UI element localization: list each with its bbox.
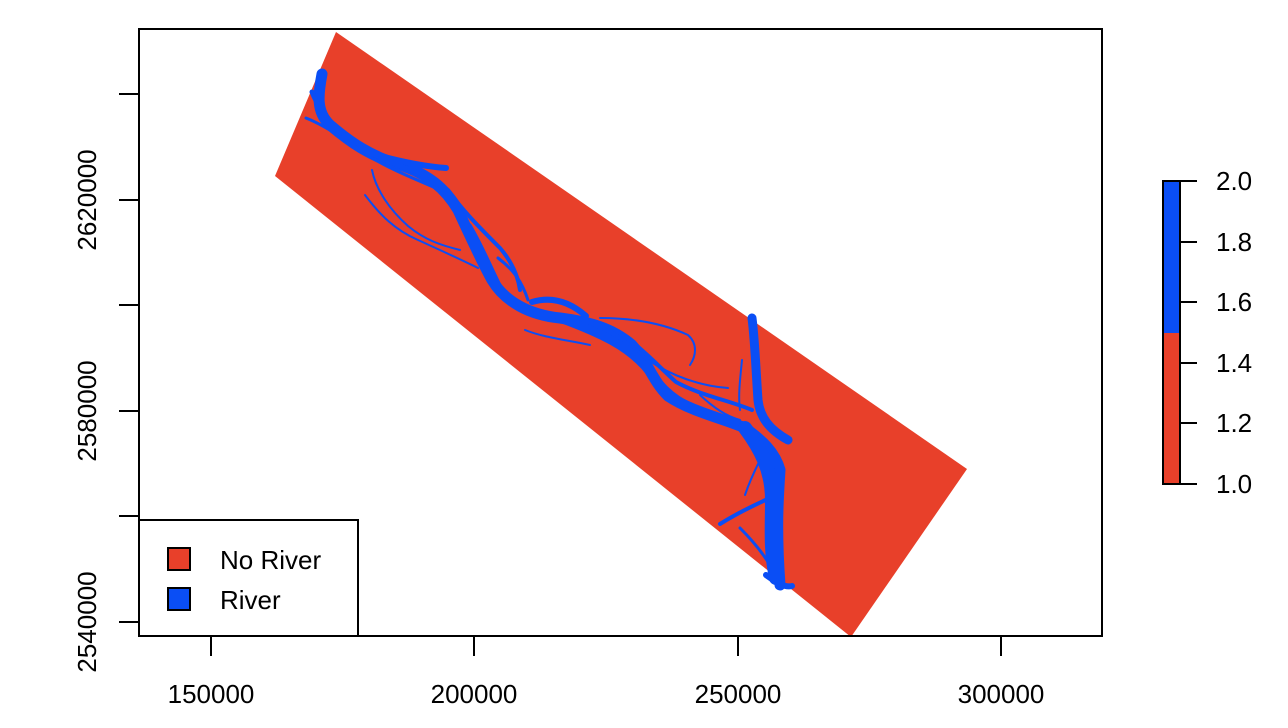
colorbar-tick-label: 2.0 xyxy=(1216,166,1252,196)
y-tick-label: 2580000 xyxy=(72,360,102,461)
legend-swatch-no-river xyxy=(167,547,191,571)
y-tick-label: 2540000 xyxy=(72,571,102,672)
x-tick-label: 200000 xyxy=(431,679,518,709)
legend: No River River xyxy=(138,519,359,637)
x-tick-label: 300000 xyxy=(958,679,1045,709)
x-axis xyxy=(210,635,1002,656)
x-tick-label: 250000 xyxy=(695,679,782,709)
colorbar-tick-label: 1.0 xyxy=(1216,469,1252,499)
y-axis xyxy=(119,93,140,623)
legend-label-no-river: No River xyxy=(220,545,321,575)
legend-box xyxy=(138,519,359,637)
legend-swatch-river xyxy=(167,587,191,611)
colorbar: 2.0 1.8 1.6 1.4 1.2 1.0 xyxy=(1162,166,1252,499)
river-network xyxy=(304,68,795,591)
colorbar-tick-label: 1.8 xyxy=(1216,227,1252,257)
colorbar-frame xyxy=(1162,180,1181,485)
legend-label-river: River xyxy=(220,585,281,615)
colorbar-tick-label: 1.4 xyxy=(1216,348,1252,378)
colorbar-river-segment xyxy=(1163,181,1180,333)
colorbar-tick-label: 1.6 xyxy=(1216,287,1252,317)
colorbar-tick-label: 1.2 xyxy=(1216,408,1252,438)
x-tick-label: 150000 xyxy=(168,679,255,709)
y-tick-label: 2620000 xyxy=(72,149,102,250)
colorbar-no-river-segment xyxy=(1163,333,1180,484)
